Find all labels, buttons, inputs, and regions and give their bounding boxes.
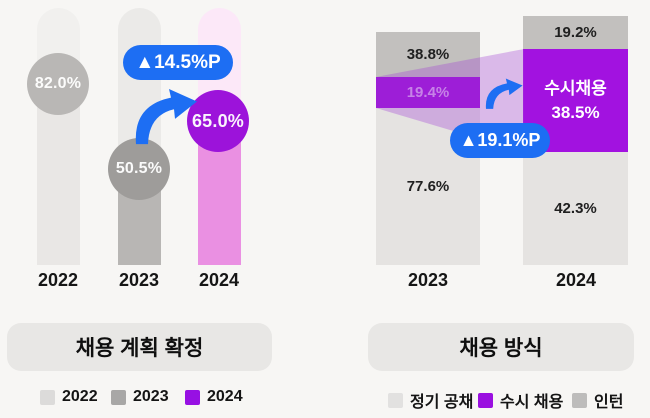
- segment-2024-regular: 42.3%: [523, 152, 628, 265]
- callout-label-right: ▲19.1%P: [459, 130, 541, 150]
- segment-2023-regular: 77.6%: [376, 108, 480, 265]
- value-label-2022: 82.0%: [34, 75, 82, 92]
- segment-label-2024-regular: 42.3%: [554, 200, 597, 217]
- curved-arrow-icon-small: [485, 78, 523, 109]
- left-chart-title: 채용 계획 확정: [7, 323, 272, 371]
- legend-item-intern: 인턴: [572, 388, 623, 412]
- value-circle-2023: 50.5%: [108, 138, 170, 200]
- legend-item-2023: 2023: [111, 388, 169, 406]
- axis-label-right-2024: 2024: [555, 270, 597, 290]
- value-label-2024: 65.0%: [191, 110, 245, 131]
- callout-label-left: ▲14.5%P: [135, 51, 221, 73]
- left-chart-panel: 82.0% 50.5% 65.0% ▲14.5%P 2022 2023 2024…: [7, 8, 272, 406]
- callout-pill-right: ▲19.1%P: [450, 123, 550, 158]
- left-chart-title-label: 채용 계획 확정: [75, 337, 204, 360]
- segment-label-2024-susi-name: 수시채용: [544, 78, 607, 98]
- legend-swatch-intern: [572, 392, 587, 408]
- value-label-2023: 50.5%: [115, 160, 163, 177]
- legend-item-2022: 2022: [40, 388, 98, 406]
- segment-label-2024-intern: 19.2%: [554, 24, 597, 41]
- legend-swatch-regular: [388, 392, 403, 408]
- segment-2023-susi: 19.4%: [376, 77, 480, 108]
- legend-label-2022: 2022: [62, 388, 98, 405]
- legend-swatch-2023: [111, 389, 126, 405]
- legend-item-regular: 정기 공채: [388, 388, 473, 412]
- segment-label-2023-intern: 38.8%: [406, 46, 450, 63]
- value-circle-2022: 82.0%: [27, 53, 89, 115]
- segment-2023-intern: 38.8%: [376, 32, 480, 77]
- right-chart-panel: 38.8% 19.4% 77.6% 19.2% 수시채용 38.5% 42.3%…: [325, 0, 650, 418]
- segment-label-2023-susi: 19.4%: [407, 84, 450, 101]
- legend-swatch-2022: [40, 389, 55, 405]
- legend-item-2024: 2024: [185, 388, 243, 406]
- right-chart-title-label: 채용 방식: [459, 337, 543, 360]
- callout-pill-left: ▲14.5%P: [123, 45, 233, 80]
- legend-label-intern: 인턴: [594, 394, 624, 411]
- legend-swatch-2024: [185, 389, 200, 405]
- legend-label-2024: 2024: [207, 388, 243, 405]
- right-chart-title: 채용 방식: [368, 323, 634, 371]
- axis-label-2022: 2022: [37, 270, 79, 290]
- segment-label-2023-regular: 77.6%: [406, 178, 450, 195]
- legend-item-susi: 수시 채용: [478, 388, 563, 412]
- segment-label-2024-susi-value: 38.5%: [551, 102, 600, 122]
- axis-label-right-2023: 2023: [407, 270, 449, 290]
- segment-2024-intern: 19.2%: [523, 16, 628, 49]
- legend-swatch-susi: [478, 392, 493, 408]
- axis-label-2023: 2023: [118, 270, 160, 290]
- curved-arrow-icon: [135, 88, 197, 145]
- legend-label-regular: 정기 공채: [410, 394, 474, 411]
- legend-label-susi: 수시 채용: [500, 394, 564, 411]
- legend-label-2023: 2023: [133, 388, 169, 405]
- value-circle-2024: 65.0%: [187, 90, 249, 152]
- axis-label-2024: 2024: [198, 270, 240, 290]
